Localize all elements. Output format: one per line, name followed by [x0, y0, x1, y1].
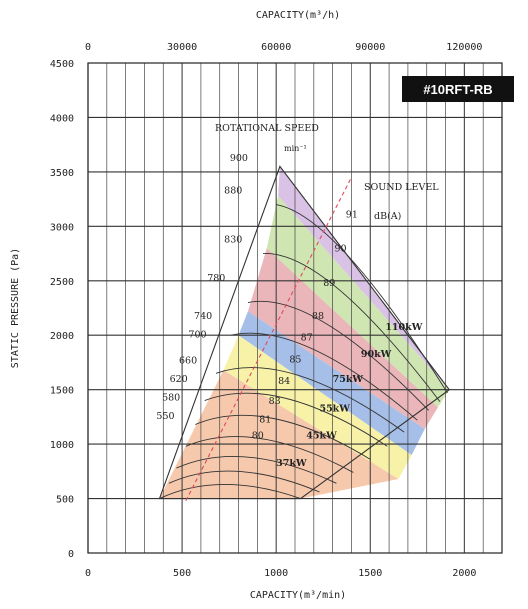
power-label: 45kW [306, 431, 337, 442]
x-tick-label: 1500 [358, 568, 382, 579]
rotational-speed-title: ROTATIONAL SPEED [215, 123, 319, 134]
y-tick-label: 2500 [50, 277, 74, 288]
sound-level-label: 87 [301, 333, 313, 344]
y-tick-label: 4000 [50, 113, 74, 124]
speed-label: 620 [170, 374, 188, 385]
y-tick-label: 0 [68, 549, 74, 560]
y-tick-label: 2000 [50, 331, 74, 342]
sound-level-label: 88 [312, 311, 324, 322]
power-label: 90kW [361, 349, 392, 360]
speed-curves [159, 204, 448, 499]
y-axis-title: STATIC PRESSURE (Pa) [10, 248, 21, 368]
power-band-90kW [266, 195, 450, 408]
power-label: 55kW [319, 403, 350, 414]
speed-label: 780 [207, 273, 225, 284]
speed-label: 830 [224, 235, 242, 246]
speed-label: 900 [230, 153, 248, 164]
model-badge-text: #10RFT-RB [423, 82, 492, 97]
speed-label: 740 [194, 311, 212, 322]
speed-curve [195, 414, 371, 460]
speed-label: 700 [188, 329, 206, 340]
speed-curve [168, 470, 320, 493]
power-label: 37kW [276, 458, 307, 469]
x-tick-label: 2000 [452, 568, 476, 579]
power-band-55kW [238, 311, 425, 455]
x-tick-label: 1000 [264, 568, 288, 579]
x-tick-label: 500 [173, 568, 191, 579]
y-tick-label: 500 [56, 495, 74, 506]
x-top-tick-label: 90000 [355, 42, 385, 53]
speed-curve [262, 253, 441, 402]
envelope [158, 165, 451, 500]
sound-level-label: 90 [335, 243, 347, 254]
y-tick-label: 4500 [50, 59, 74, 70]
sound-level-dashed-line [185, 177, 352, 501]
x-top-tick-label: 30000 [167, 42, 197, 53]
x-tick-label: 0 [85, 568, 91, 579]
speed-curve [185, 436, 354, 473]
sound-level-label: 89 [323, 278, 335, 289]
x-top-axis-title: CAPACITY(m³/h) [256, 10, 340, 21]
sound-level-unit: dB(A) [374, 211, 401, 222]
power-band-45kW [223, 335, 412, 479]
sound-level-label: 80 [252, 431, 264, 442]
speed-label: 660 [179, 356, 197, 367]
sound-level-label: 85 [289, 354, 301, 365]
speed-curve [159, 484, 301, 499]
y-tick-label: 1500 [50, 386, 74, 397]
power-label: 75kW [333, 374, 364, 385]
y-tick-label: 3000 [50, 222, 74, 233]
y-tick-label: 3500 [50, 168, 74, 179]
speed-curve [230, 332, 418, 421]
sound-level-title: SOUND LEVEL [364, 182, 439, 193]
x-top-tick-label: 60000 [261, 42, 291, 53]
annotations: 37kW 45kW 55kW 75kW 90kW 110kW 900 880 830 780 740… [156, 153, 422, 469]
y-tick-label: 1000 [50, 440, 74, 451]
speed-label: 580 [162, 393, 180, 404]
ticks: 0 500 1000 1500 2000 0 30000 60000 90000 120000 0 5… [50, 42, 483, 579]
power-label: 110kW [385, 322, 422, 333]
model-badge [402, 76, 514, 102]
x-top-tick-label: 0 [85, 42, 91, 53]
x-top-tick-label: 120000 [446, 42, 482, 53]
plot-frame [87, 62, 503, 554]
speed-label: 550 [156, 411, 174, 422]
speed-curve [215, 367, 405, 433]
sound-level-label: 84 [278, 376, 290, 387]
power-band-37kW [159, 370, 399, 499]
speed-label: 880 [224, 186, 242, 197]
sound-level-label: 81 [259, 414, 271, 425]
power-bands [159, 166, 450, 499]
operating-envelope [158, 165, 451, 500]
sound-level-label: 83 [269, 396, 281, 407]
x-axis-title: CAPACITY(m³/min) [250, 590, 346, 601]
grid [87, 62, 503, 554]
sound-level-line [185, 177, 352, 501]
power-band-75kW [248, 248, 438, 429]
sound-level-label: 91 [346, 210, 358, 221]
rotational-speed-unit: min⁻¹ [284, 144, 307, 153]
speed-curve [204, 392, 388, 447]
speed-curve [247, 300, 429, 411]
speed-curve [176, 456, 337, 484]
